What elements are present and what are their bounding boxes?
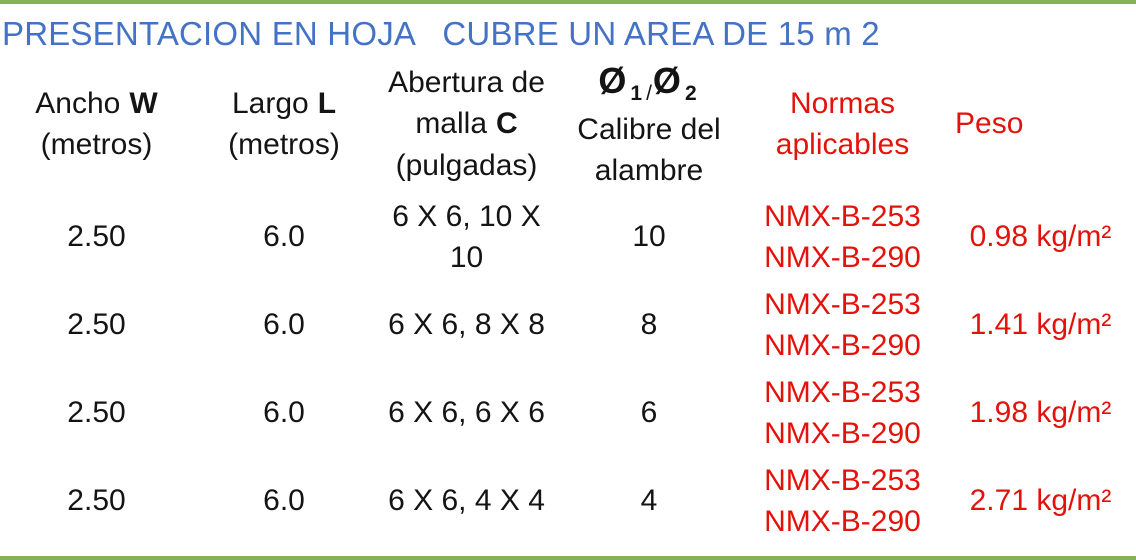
header-largo-symbol: L xyxy=(317,86,337,120)
header-ancho-line1: Ancho W xyxy=(0,83,193,124)
header-normas-line2: aplicables xyxy=(775,127,910,161)
cell-peso: 1.41 kg/m² xyxy=(969,308,1112,342)
cell-abertura-value: 6 X 6, 10 X 10 xyxy=(392,199,541,274)
diameter-symbol-1: Ø xyxy=(598,60,628,102)
header-largo-unit: (metros) xyxy=(228,127,340,161)
cell-normas: NMX-B-253 NMX-B-290 xyxy=(740,460,945,543)
header-ancho-unit: (metros) xyxy=(40,127,153,161)
table-header-row: Ancho W (metros) Largo L (metros) Abertura… xyxy=(0,55,1136,193)
cell-abertura-value: 6 X 6, 4 X 4 xyxy=(388,484,545,518)
cell-abertura: 6 X 6, 10 X 10 xyxy=(375,196,558,279)
cell-abertura-value: 6 X 6, 6 X 6 xyxy=(388,396,545,430)
norma-line1: NMX-B-253 xyxy=(764,463,921,497)
header-abertura-line1: Abertura de xyxy=(388,65,545,99)
header-largo-label: Largo xyxy=(231,86,309,120)
header-calibre-phi-line: Ø 1/Ø 2 xyxy=(558,56,740,109)
norma-line2: NMX-B-290 xyxy=(764,328,921,362)
cell-peso: 2.71 kg/m² xyxy=(969,484,1112,518)
cell-calibre: 8 xyxy=(640,308,658,342)
header-abertura-label: malla xyxy=(415,107,488,141)
norma-line1: NMX-B-253 xyxy=(764,199,921,233)
cell-largo: 6.0 xyxy=(263,396,305,430)
cell-normas: NMX-B-253 NMX-B-290 xyxy=(740,284,945,367)
cell-largo: 6.0 xyxy=(263,220,305,254)
col-header-calibre: Ø 1/Ø 2 Calibre del alambre xyxy=(558,56,740,192)
diameter-separator: / xyxy=(646,82,652,106)
cell-ancho: 2.50 xyxy=(67,484,126,518)
cell-normas: NMX-B-253 NMX-B-290 xyxy=(740,372,945,455)
cell-peso: 0.98 kg/m² xyxy=(969,220,1112,254)
header-abertura-symbol: C xyxy=(496,107,518,141)
norma-line1: NMX-B-253 xyxy=(764,375,921,409)
header-ancho-symbol: W xyxy=(129,86,158,120)
norma-line1: NMX-B-253 xyxy=(764,287,921,321)
cell-abertura-value: 6 X 6, 8 X 8 xyxy=(388,308,545,342)
cell-largo: 6.0 xyxy=(263,308,305,342)
header-normas-line1: Normas xyxy=(789,86,895,120)
cell-ancho: 2.50 xyxy=(67,308,126,342)
col-header-peso: Peso xyxy=(955,107,1024,141)
header-largo-line1: Largo L xyxy=(193,83,375,124)
table-row: 2.50 6.0 6 X 6, 10 X 10 10 NMX-B-253 NMX… xyxy=(0,193,1136,281)
cell-calibre: 4 xyxy=(640,484,658,518)
cell-abertura: 6 X 6, 6 X 6 xyxy=(375,392,558,433)
diameter-symbol-2: Ø xyxy=(652,60,682,102)
cell-abertura: 6 X 6, 4 X 4 xyxy=(375,480,558,521)
diameter-subscript-2: 2 xyxy=(684,82,697,106)
col-header-abertura: Abertura de malla C (pulgadas) xyxy=(375,62,558,186)
col-header-normas: Normas aplicables xyxy=(740,83,945,166)
cell-ancho: 2.50 xyxy=(67,220,126,254)
col-header-ancho: Ancho W (metros) xyxy=(0,83,193,166)
norma-line2: NMX-B-290 xyxy=(764,240,921,274)
norma-line2: NMX-B-290 xyxy=(764,416,921,450)
page-title: PRESENTACION EN HOJA CUBRE UN AREA DE 15… xyxy=(2,15,880,52)
col-header-largo: Largo L (metros) xyxy=(193,83,375,166)
header-calibre-line2: Calibre del xyxy=(577,113,721,147)
cell-largo: 6.0 xyxy=(263,484,305,518)
cell-peso: 1.98 kg/m² xyxy=(969,396,1112,430)
cell-calibre: 10 xyxy=(632,220,666,254)
header-ancho-label: Ancho xyxy=(35,86,121,120)
cell-calibre: 6 xyxy=(640,396,658,430)
cell-abertura: 6 X 6, 8 X 8 xyxy=(375,304,558,345)
header-calibre-line3: alambre xyxy=(594,154,704,188)
cell-normas: NMX-B-253 NMX-B-290 xyxy=(740,196,945,279)
norma-line2: NMX-B-290 xyxy=(764,504,921,538)
header-abertura-line2: malla C xyxy=(375,103,558,144)
cell-ancho: 2.50 xyxy=(67,396,126,430)
diameter-subscript-1: 1 xyxy=(630,82,643,106)
header-abertura-unit: (pulgadas) xyxy=(395,148,538,182)
table-row: 2.50 6.0 6 X 6, 6 X 6 6 NMX-B-253 NMX-B-… xyxy=(0,369,1136,457)
table-row: 2.50 6.0 6 X 6, 4 X 4 4 NMX-B-253 NMX-B-… xyxy=(0,457,1136,545)
table-row: 2.50 6.0 6 X 6, 8 X 8 8 NMX-B-253 NMX-B-… xyxy=(0,281,1136,369)
